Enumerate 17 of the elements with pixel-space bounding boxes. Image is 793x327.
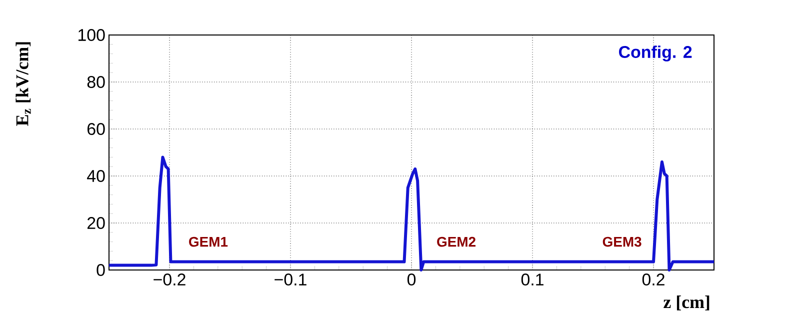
y-tick-label: 100 xyxy=(78,29,105,41)
x-tick-label: −0.1 xyxy=(274,274,306,286)
y-axis-title: E$_{z}$ [kV/cm] xyxy=(16,42,31,126)
y-tick-label: 20 xyxy=(88,217,105,229)
annotation: GEM2 xyxy=(437,236,476,247)
annotation: GEM1 xyxy=(189,236,228,247)
y-tick-label: 40 xyxy=(87,170,105,182)
y-tick-label: 80 xyxy=(87,76,105,88)
y-tick-label: 60 xyxy=(88,123,105,135)
x-tick-label: 0.2 xyxy=(642,274,664,286)
annotation: Config. 2 xyxy=(619,46,692,62)
y-tick-label: 0 xyxy=(96,264,105,276)
x-tick-label: −0.2 xyxy=(154,274,186,286)
x-tick-label: 0.1 xyxy=(521,274,544,286)
annotation: GEM3 xyxy=(602,236,642,247)
x-axis-title: z [cm] xyxy=(664,296,710,310)
x-tick-label: 0 xyxy=(407,274,416,286)
